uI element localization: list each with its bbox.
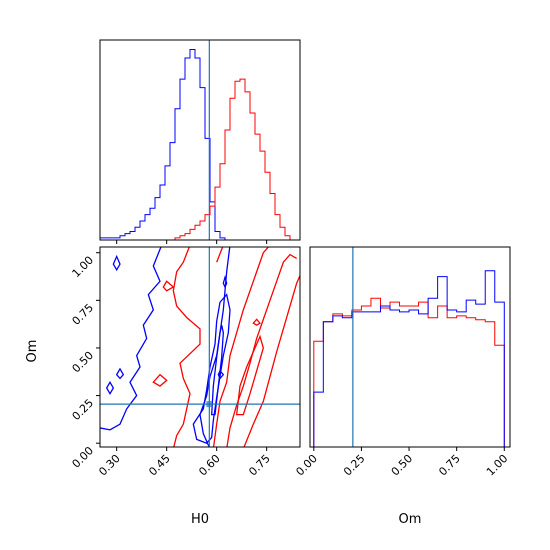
contour-red-island-3 (252, 318, 262, 326)
joint-y-ticks: 0.00 0.25 0.50 0.75 1.00 (70, 252, 100, 471)
h0-histogram-red (100, 78, 300, 241)
joint-y-tick-label-0: 0.00 (70, 444, 97, 471)
om-x-tick-label-0: 0.00 (293, 452, 320, 479)
contour-red-mid-left (212, 247, 270, 447)
contour-blue-island-5 (222, 275, 228, 289)
joint-y-tick-label-2: 0.50 (70, 349, 97, 376)
om-histogram-blue-steps (313, 270, 505, 447)
om-histogram-red (313, 297, 505, 447)
contour-blue-inner (210, 324, 224, 416)
contour-red-mid-right (226, 253, 297, 447)
marginal-h0-panel (99, 39, 301, 244)
h0-histogram-red-steps (100, 78, 300, 241)
joint-panel-frame (99, 246, 301, 448)
joint-contours (100, 247, 300, 447)
om-x-axis-label: Om (399, 512, 422, 527)
joint-y-tick-label-3: 0.75 (70, 301, 97, 328)
joint-panel: 0.30 0.45 0.60 0.75 0.00 0.25 0.50 0.75 1.00 H0… (25, 246, 301, 527)
om-histogram-red-steps (313, 297, 505, 447)
om-panel-frame (309, 246, 511, 448)
om-x-tick-label-2: 0.50 (389, 452, 416, 479)
h0-tick-marks (116, 240, 268, 244)
contour-blue-island-3 (115, 367, 125, 380)
om-x-tick-label-3: 0.75 (436, 452, 463, 479)
joint-x-ticks: 0.30 0.45 0.60 0.75 (96, 447, 273, 478)
joint-x-tick-label-3: 0.75 (246, 452, 273, 479)
joint-y-axis-label: Om (25, 340, 40, 363)
contour-red-inner (235, 334, 265, 416)
contour-blue-island-1 (112, 254, 121, 272)
contour-red-outer-right (243, 273, 300, 447)
om-x-tick-label-4: 1.00 (484, 452, 511, 479)
h0-histogram-blue-steps (99, 49, 300, 241)
contour-red-island-1 (162, 280, 175, 292)
om-histogram-blue (313, 270, 505, 447)
joint-x-tick-label-1: 0.45 (146, 452, 173, 479)
contour-blue-island-2 (105, 380, 115, 395)
joint-x-axis-label: H0 (191, 512, 209, 527)
om-x-tick-label-1: 0.25 (341, 452, 368, 479)
joint-truth-point (206, 401, 213, 408)
contour-blue-outer-left (100, 247, 162, 431)
joint-x-tick-label-0: 0.30 (96, 452, 123, 479)
joint-x-tick-label-2: 0.60 (196, 452, 223, 479)
om-x-ticks: 0.00 0.25 0.50 0.75 1.00 (293, 447, 510, 478)
marginal-om-panel: 0.00 0.25 0.50 0.75 1.00 Om (293, 246, 511, 527)
h0-histogram-blue (99, 49, 300, 241)
contour-red-outer-left (172, 247, 201, 447)
contour-red-island-2 (152, 373, 168, 387)
contour-blue-island-4 (217, 369, 225, 380)
joint-y-tick-label-1: 0.25 (70, 397, 97, 424)
contour-blue-mid (192, 293, 231, 444)
contour-red-outer-top (216, 247, 224, 263)
h0-panel-frame (99, 39, 301, 241)
joint-y-tick-label-4: 1.00 (70, 254, 97, 281)
